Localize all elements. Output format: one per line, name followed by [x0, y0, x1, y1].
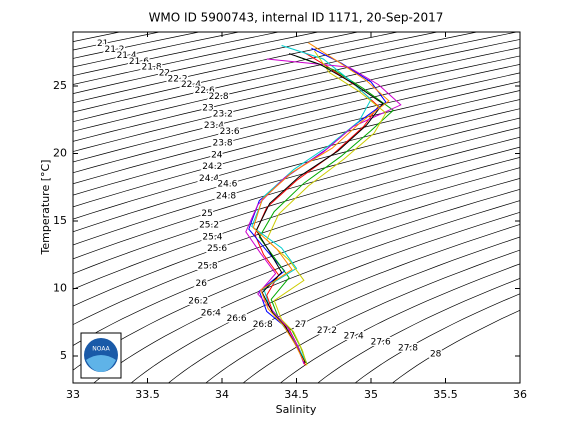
isopycnal	[73, 108, 520, 233]
isopycnal	[73, 32, 438, 113]
isopycnal-label: 27.4	[344, 332, 364, 342]
isopycnal-label: 25.4	[202, 232, 222, 242]
y-tick-label: 20	[53, 147, 67, 160]
isopycnal	[354, 293, 520, 383]
isopycnal-label: 22.4	[181, 80, 201, 90]
isopycnal-label: 27	[295, 320, 306, 330]
isopycnal	[73, 99, 520, 220]
isopycnal-label: 25	[201, 209, 212, 219]
isopycnal	[205, 236, 520, 383]
isopycnal-label: 21.8	[142, 63, 162, 73]
isopycnal-label: 22	[159, 68, 170, 78]
isopycnal-label: 24.2	[202, 162, 222, 172]
isopycnal	[392, 309, 520, 383]
isopycnal	[130, 211, 520, 383]
isopycnal	[73, 72, 520, 185]
isopycnal	[242, 249, 520, 383]
isopycnal-label: 26.6	[227, 314, 247, 324]
logo-text: NOAA	[92, 346, 110, 353]
x-tick-label: 35	[364, 388, 378, 401]
isopycnal-label: 24	[211, 150, 223, 160]
isopycnal-label: 28	[430, 349, 442, 359]
logo: NOAA	[80, 332, 122, 379]
x-tick-label: 34.5	[284, 388, 309, 401]
isopycnal	[73, 127, 520, 260]
isopycnal-label: 23.4	[204, 121, 224, 131]
isopycnal	[73, 117, 520, 246]
isopycnal-label: 27.2	[317, 326, 337, 336]
isopycnal-label: 23	[202, 104, 213, 114]
isopycnal-layer	[73, 32, 520, 383]
profile-layer	[245, 42, 402, 366]
profile-line	[266, 50, 387, 366]
isopycnal	[168, 224, 520, 383]
chart-title: WMO ID 5900743, internal ID 1171, 20-Sep…	[149, 11, 444, 25]
isopycnal-label: 22.6	[195, 86, 215, 96]
isopycnal	[73, 81, 520, 196]
logo-wave	[86, 355, 116, 372]
isopycnal-label: 21.2	[104, 45, 124, 55]
isopycnal	[73, 32, 477, 123]
profile-line	[245, 58, 402, 365]
isopycnal-label: 26.4	[201, 308, 221, 318]
isopycnal-label: 24.8	[216, 191, 236, 201]
isopycnal	[93, 200, 520, 383]
isopycnal-label: 25.8	[198, 262, 218, 272]
isopycnal-label: 27.8	[398, 343, 418, 353]
y-tick-label: 25	[53, 79, 67, 92]
isopycnal-label: 23.6	[220, 127, 240, 137]
isopycnal	[73, 47, 520, 152]
x-tick-label: 33.5	[135, 388, 160, 401]
isopycnal-label: 21.4	[117, 51, 137, 61]
y-tick-label: 15	[53, 214, 67, 227]
x-axis-label: Salinity	[276, 403, 317, 416]
isopycnal-label: 23.2	[213, 109, 233, 119]
y-tick-label: 5	[60, 349, 67, 362]
isopycnal-labels: 2121.221.421.621.82222.222.422.622.82323…	[95, 38, 443, 361]
isopycnal	[73, 178, 520, 346]
x-tick-label: 36	[513, 388, 527, 401]
isopycnal-label: 22.8	[209, 92, 229, 102]
isopycnal-label: 21.6	[129, 57, 149, 67]
profile-line	[252, 42, 390, 362]
isopycnal-label: 22.2	[168, 74, 188, 84]
isopycnal	[73, 39, 520, 142]
isopycnal-label: 26.8	[253, 320, 273, 330]
y-axis-label: Temperature [°C]	[39, 160, 52, 256]
isopycnal-label: 26.2	[188, 297, 208, 307]
isopycnal	[73, 64, 520, 174]
x-tick-label: 35.5	[433, 388, 458, 401]
isopycnal-label: 27.6	[371, 338, 391, 348]
isopycnal-label: 23.8	[213, 139, 233, 149]
isopycnal	[73, 156, 520, 307]
isopycnal-label: 25.2	[199, 221, 219, 231]
x-tick-label: 34	[215, 388, 229, 401]
isopycnal-label: 26	[195, 279, 207, 289]
isopycnal-label: 21	[97, 39, 108, 49]
isopycnal-label: 24.6	[217, 180, 237, 190]
x-tick-label: 33	[66, 388, 80, 401]
isopycnal	[73, 32, 358, 94]
isopycnal	[73, 32, 517, 132]
isopycnal-label: 24.4	[199, 174, 219, 184]
isopycnal	[317, 277, 520, 383]
isopycnal	[280, 263, 520, 383]
isopycnal	[73, 55, 520, 163]
isopycnal-label: 25.6	[207, 244, 227, 254]
isopycnal	[73, 188, 520, 371]
axes: 33 33.5 34 34.5 35 35.5 36 5 10 15 20 25	[53, 32, 527, 401]
y-tick-label: 10	[53, 282, 67, 295]
isopycnal	[73, 136, 520, 275]
isopycnal	[73, 32, 398, 104]
isopycnal	[73, 146, 520, 290]
